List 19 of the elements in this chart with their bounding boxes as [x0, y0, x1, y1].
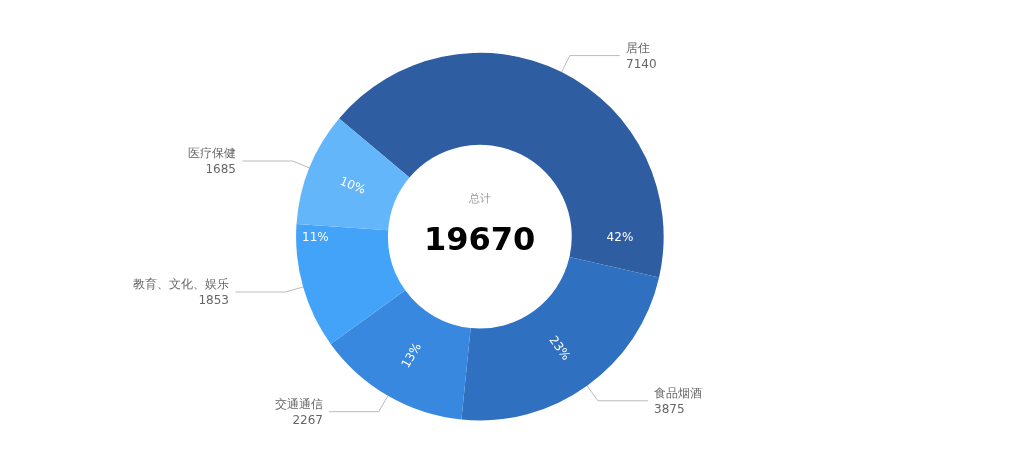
text: 19670	[424, 220, 536, 258]
data-label: 3875	[654, 401, 685, 416]
slice-label: 居住	[626, 41, 650, 55]
donut-slice	[330, 290, 471, 420]
data-label: 2267	[292, 412, 323, 427]
text: 11%	[302, 229, 329, 244]
data-label: 7140	[626, 56, 657, 71]
slice-label: 交通通信	[275, 397, 323, 411]
donut-slice	[339, 52, 664, 278]
text: 总计	[468, 192, 491, 205]
data-label: 1685	[205, 161, 236, 176]
slice-label: 食品烟酒	[654, 386, 702, 400]
data-label: 1853	[198, 292, 229, 307]
donut-slice	[296, 118, 410, 231]
donut-slice	[296, 224, 406, 344]
text: 10%	[337, 173, 368, 197]
text: 42%	[606, 229, 634, 244]
slice-label: 医疗保健	[188, 146, 236, 160]
slice-label: 教育、文化、娱乐	[133, 277, 229, 291]
